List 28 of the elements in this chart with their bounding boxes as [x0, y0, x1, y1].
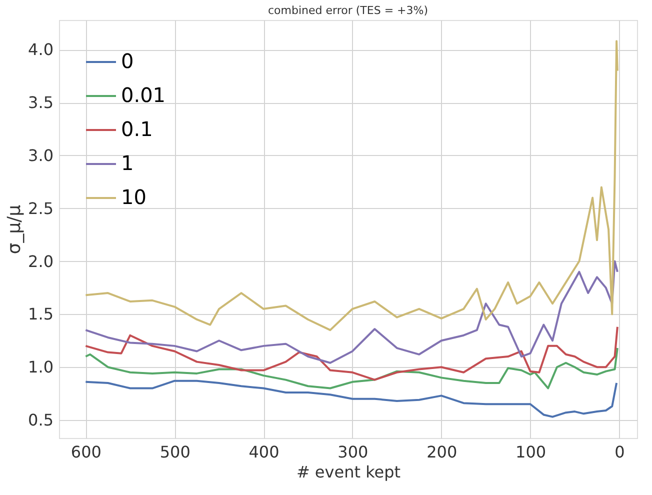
- legend-label: 1: [121, 151, 134, 175]
- x-tick-label: 400: [248, 442, 280, 462]
- x-tick-label: 100: [516, 442, 546, 462]
- line-series: [84, 380, 618, 418]
- line-series: [84, 40, 618, 332]
- y-tick-label: 2.5: [28, 198, 54, 218]
- y-tick-label: 0.5: [28, 410, 54, 430]
- line-series: [84, 347, 618, 390]
- legend-label: 10: [121, 185, 146, 209]
- y-tick-label: 1.0: [28, 358, 54, 377]
- x-tick-label: 500: [160, 442, 190, 462]
- x-tick-label: 300: [338, 442, 368, 462]
- y-axis-title: σ_μ/μ: [4, 204, 26, 254]
- x-tick-label: 200: [426, 442, 458, 462]
- legend-label: 0.1: [121, 117, 153, 141]
- legend-label: 0: [121, 49, 134, 73]
- line-series: [84, 260, 618, 364]
- x-tick-label: 600: [70, 442, 102, 462]
- y-tick-label: 3.0: [28, 146, 54, 165]
- y-tick-label: 1.5: [28, 304, 54, 324]
- y-tick-label: 2.0: [28, 252, 54, 271]
- x-tick-label: 0: [614, 442, 625, 462]
- y-tick-label: 4.0: [28, 40, 54, 60]
- chart-title: combined error (TES = +3%): [268, 4, 428, 17]
- y-tick-label: 3.5: [28, 93, 54, 112]
- x-axis-title: # event kept: [296, 462, 401, 482]
- line-series: [84, 326, 618, 381]
- legend-label: 0.01: [121, 83, 166, 107]
